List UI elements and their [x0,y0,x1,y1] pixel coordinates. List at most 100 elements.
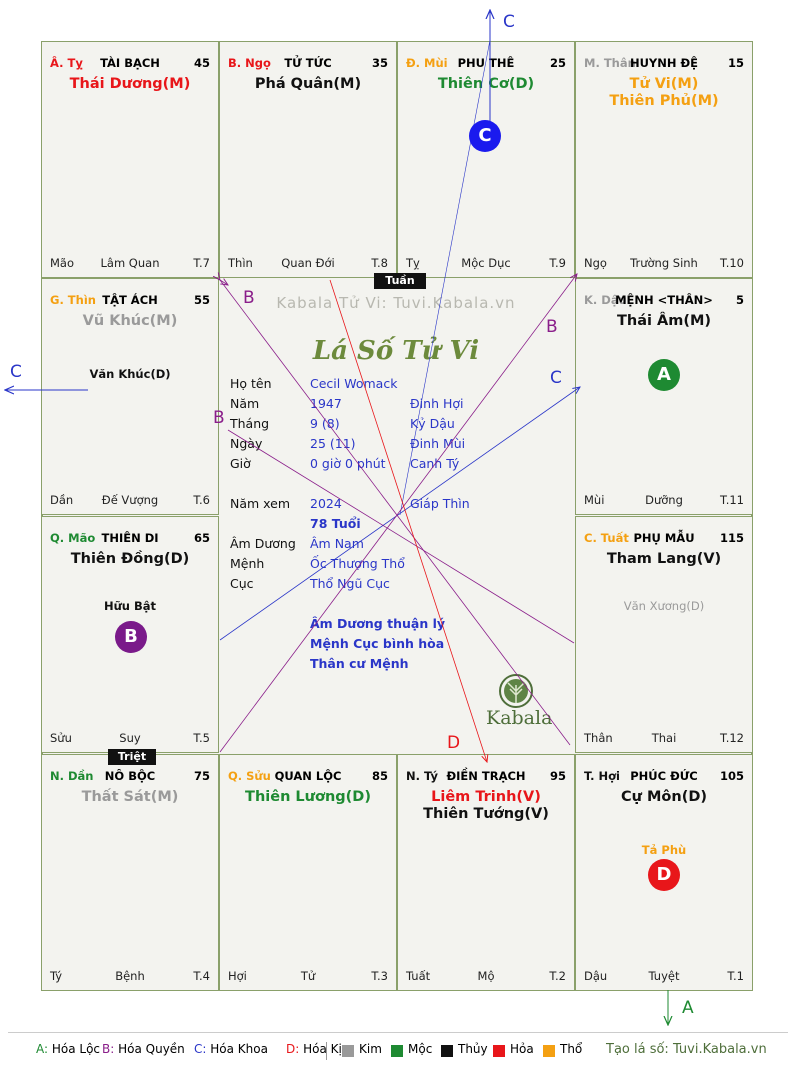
palace-age: 105 [719,769,744,783]
footer-month: T.1 [727,969,744,983]
palace-footer: Dần Đế Vượng T.6 [50,493,210,507]
info-value: Âm Nam [310,536,364,551]
footer-stage: Quan Đới [281,256,335,270]
info-canchi: Đinh Mùi [410,436,466,451]
palace-branch: K. Dậu [584,293,627,307]
footer-stage: Tử [300,969,316,983]
footer-stage: Bệnh [115,969,145,983]
major-star: Thiên Lương(D) [245,789,371,805]
c-left-label: C [10,362,22,382]
info-label: Tháng [230,416,270,431]
element-swatch [342,1045,354,1057]
footer-branch: Mùi [584,493,605,507]
palace-dan: N. Dần NÔ BỘC 75 Thất Sát(M) Tý Bệnh T.4 [41,754,219,991]
major-stars: Thái Âm(M) [576,313,752,330]
note-line: Mệnh Cục bình hòa [310,636,445,651]
legend-separator [326,1042,327,1060]
element-swatch [543,1045,555,1057]
minor-star: Tả Phù [641,843,687,857]
b-top-label: B [243,288,255,308]
tuan-tag: Tuần [374,273,426,289]
element-swatch [441,1045,453,1057]
footer-month: T.12 [720,731,744,745]
legend-key: B: [102,1042,115,1056]
footer-branch: Tý [50,969,63,983]
footer-stage: Thai [651,731,677,745]
element-swatch [391,1045,403,1057]
palace-name: TÀI BẠCH [100,56,160,70]
palace-thin: G. Thìn TẬT ÁCH 55 Vũ Khúc(M) Văn Khúc(D) Dần… [41,278,219,515]
palace-branch: M. Thân [584,56,636,70]
note-line: Âm Dương thuận lý [310,616,446,631]
kabala-logo: Kabala [486,673,556,733]
footer-month: T.9 [549,256,566,270]
minor-star: Hữu Bật [103,599,157,613]
major-star: Tham Lang(V) [606,551,722,567]
legend-transform: C: Hóa Khoa [194,1042,268,1056]
element-name: Mộc [408,1042,433,1056]
palace-header: G. Thìn TẬT ÁCH 55 [50,293,210,309]
palace-header: C. Tuất PHỤ MẪU 115 [584,531,744,547]
footer-branch: Hợi [228,969,247,983]
a-bottom-label: A [682,998,694,1018]
info-label: Năm [230,396,260,411]
palace-header: Â. Tỵ TÀI BẠCH 45 [50,56,210,72]
c-top-label: C [503,12,515,32]
palace-name: TẬT ÁCH [102,293,158,307]
palace-header: T. Hợi PHÚC ĐỨC 105 [584,769,744,785]
footer-stage: Trường Sinh [630,256,698,270]
palace-name: THIÊN DI [101,531,159,545]
element-name: Kim [359,1042,382,1056]
footer-branch: Tuất [406,969,431,983]
major-stars: Liêm Trinh(V) Thiên Tướng(V) [398,789,574,823]
palace-name: PHÚC ĐỨC [630,769,698,783]
palace-header: Đ. Mùi PHU THÊ 25 [406,56,566,72]
center-watermark: Kabala Tử Vi: Tuvi.Kabala.vn [276,294,516,312]
palace-footer: Dậu Tuyệt T.1 [584,969,744,983]
palace-footer: Tý Bệnh T.4 [50,969,210,983]
major-star: Thiên Tướng(V) [423,806,549,822]
info-value: Cecil Womack [310,376,398,391]
major-stars: Thiên Lương(D) [220,789,396,806]
footer-stage: Suy [119,731,141,745]
badge-d: D [648,859,680,891]
palace-name: TỬ TỨC [284,56,332,70]
palace-footer: Thìn Quan Đới T.8 [228,256,388,270]
palace-tuat: C. Tuất PHỤ MẪU 115 Tham Lang(V) Văn Xương(D… [575,516,753,753]
major-star: Thái Dương(M) [69,76,191,92]
palace-age: 15 [727,56,744,70]
palace-name: MỆNH <THÂN> [615,293,713,307]
footer-month: T.5 [193,731,210,745]
chart-title: Lá Số Tử Vi [312,336,480,366]
footer-month: T.11 [720,493,744,507]
major-star: Liêm Trinh(V) [431,789,541,805]
palace-age: 75 [193,769,210,783]
palace-ty-top: Â. Tỵ TÀI BẠCH 45 Thái Dương(M) Mão Lâm Quan T… [41,41,219,278]
element-name: Hỏa [510,1042,534,1056]
note-line: Thân cư Mệnh [310,656,409,671]
major-star: Vũ Khúc(M) [82,313,178,329]
palace-branch: B. Ngọ [228,56,271,70]
footer-stage: Tuyệt [648,969,680,983]
palace-branch: N. Dần [50,769,94,783]
info-value: 0 giờ 0 phút [310,456,386,471]
palace-ngo: B. Ngọ TỬ TỨC 35 Phá Quân(M) Thìn Quan Đới T.8 [219,41,397,278]
footer-branch: Sửu [50,731,72,745]
palace-header: N. Tý ĐIỀN TRẠCH 95 [406,769,566,785]
major-star: Thiên Đồng(D) [70,551,190,567]
palace-header: Q. Sửu QUAN LỘC 85 [228,769,388,785]
triet-tag: Triệt [108,749,156,765]
palace-mui: Đ. Mùi PHU THÊ 25 Thiên Cơ(D) Tỵ Mộc Dục T.9 [397,41,575,278]
palace-name: PHU THÊ [457,56,515,70]
major-stars: Tham Lang(V) [576,551,752,568]
credit-text: Tạo lá số: Tuvi.Kabala.vn [606,1042,767,1057]
major-stars: Cự Môn(D) [576,789,752,806]
palace-name: ĐIỀN TRẠCH [446,769,526,783]
palace-header: K. Dậu MỆNH <THÂN> 5 [584,293,744,309]
footer-branch: Mão [50,256,75,270]
palace-name: QUAN LỘC [274,769,342,783]
major-stars: Thiên Cơ(D) [398,76,574,93]
year-label: Năm xem [230,496,291,511]
palace-branch: N. Tý [406,769,438,783]
info-value: 1947 [310,396,342,411]
